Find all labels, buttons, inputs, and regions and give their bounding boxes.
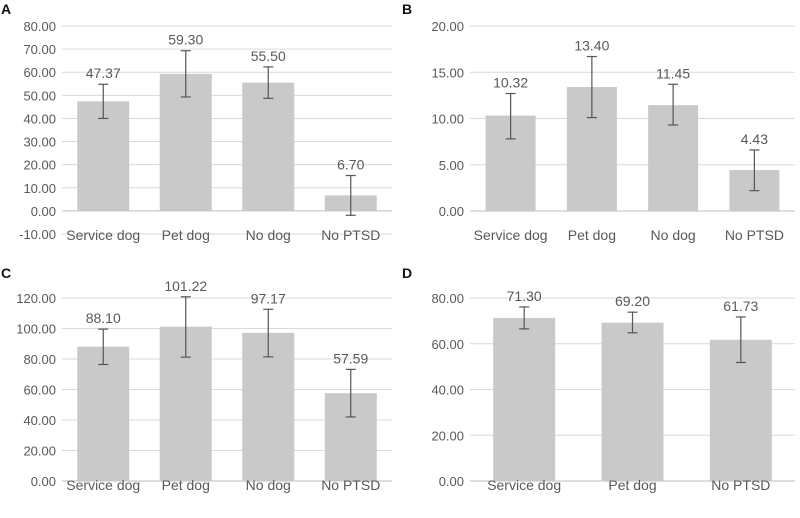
y-tick-label: 60.00 (23, 383, 56, 398)
chart-svg: 0.00 20.00 40.00 60.00 80.00 71.30 Service dog… (431, 288, 795, 493)
y-tick-label: 60.00 (431, 337, 464, 352)
panel-letter: A (1, 1, 12, 17)
y-tick-label: 0.00 (439, 474, 464, 489)
bar (242, 82, 295, 211)
panel-letter: B (402, 1, 413, 17)
bar (77, 346, 130, 481)
bar (242, 332, 295, 481)
category-label: Pet dog (162, 477, 210, 493)
category-label: Pet dog (568, 227, 616, 243)
y-tick-label: 10.00 (431, 112, 464, 127)
chart-svg: 0.00 20.00 40.00 60.00 80.00 100.00 120.00 88.1… (16, 278, 392, 493)
y-tick-label: 20.00 (431, 428, 464, 443)
data-label: 97.17 (251, 290, 286, 306)
category-label: Pet dog (162, 227, 210, 243)
data-label: 6.70 (337, 157, 364, 173)
chart-panel-b: B 0.00 5.00 10.00 15.00 20.00 10.32 Service do… (400, 0, 800, 252)
data-label: 47.37 (86, 65, 121, 81)
data-label: 11.45 (656, 65, 690, 81)
y-tick-label: 40.00 (431, 383, 464, 398)
data-label: 61.73 (723, 298, 758, 314)
data-label: 57.59 (333, 350, 368, 366)
data-label: 69.20 (615, 293, 650, 309)
data-label: 4.43 (741, 131, 768, 147)
bar (601, 322, 664, 481)
y-tick-label: 30.00 (23, 135, 56, 150)
y-tick-label: 15.00 (431, 65, 464, 80)
y-tick-label: 40.00 (23, 413, 56, 428)
category-label: Pet dog (608, 477, 656, 493)
category-label: No PTSD (321, 227, 380, 243)
y-tick-label: 10.00 (23, 181, 56, 196)
chart-panel-a: A -10.00 0.00 10.00 20.00 30.00 40.00 50.00 60.… (0, 0, 397, 252)
bar (709, 339, 772, 481)
y-tick-label: 60.00 (23, 65, 56, 80)
y-tick-label: 20.00 (431, 19, 464, 34)
data-label: 59.30 (168, 32, 203, 48)
category-label: Service dog (66, 227, 140, 243)
y-tick-label: 20.00 (23, 444, 56, 459)
category-label: Service dog (474, 227, 548, 243)
chart-panel-c: C 0.00 20.00 40.00 60.00 80.00 100.00 120.00 88… (0, 258, 397, 513)
panel-letter: D (402, 265, 413, 281)
category-label: Service dog (66, 477, 140, 493)
y-tick-label: 80.00 (431, 291, 464, 306)
y-tick-label: 0.00 (439, 204, 464, 219)
bar (493, 317, 556, 481)
category-label: No dog (651, 227, 696, 243)
y-tick-label: 120.00 (16, 291, 56, 306)
category-label: No PTSD (725, 227, 784, 243)
y-tick-label: 0.00 (31, 474, 56, 489)
category-label: No dog (246, 477, 291, 493)
chart-svg: -10.00 0.00 10.00 20.00 30.00 40.00 50.00 60.00… (19, 19, 392, 243)
data-label: 71.30 (507, 288, 542, 304)
data-label: 88.10 (86, 310, 121, 326)
y-tick-label: 50.00 (23, 88, 56, 103)
y-tick-label: 70.00 (23, 42, 56, 57)
data-label: 55.50 (251, 48, 286, 64)
y-tick-label: 80.00 (23, 19, 56, 34)
y-tick-label: 0.00 (31, 204, 56, 219)
chart-svg: 0.00 5.00 10.00 15.00 20.00 10.32 Service dog 1… (431, 19, 795, 243)
y-tick-label: 5.00 (439, 158, 464, 173)
data-label: 10.32 (493, 75, 528, 91)
data-label: 13.40 (574, 38, 609, 54)
y-tick-label: -10.00 (19, 227, 56, 242)
category-label: Service dog (487, 477, 561, 493)
y-tick-label: 100.00 (16, 322, 56, 337)
category-label: No PTSD (711, 477, 770, 493)
y-tick-label: 80.00 (23, 352, 56, 367)
chart-panel-d: D 0.00 20.00 40.00 60.00 80.00 71.30 Service d… (400, 258, 800, 513)
y-tick-label: 40.00 (23, 111, 56, 126)
y-tick-label: 20.00 (23, 158, 56, 173)
data-label: 101.22 (164, 278, 207, 294)
category-label: No PTSD (321, 477, 380, 493)
category-label: No dog (246, 227, 291, 243)
panel-letter: C (1, 265, 12, 281)
bar (77, 101, 130, 211)
